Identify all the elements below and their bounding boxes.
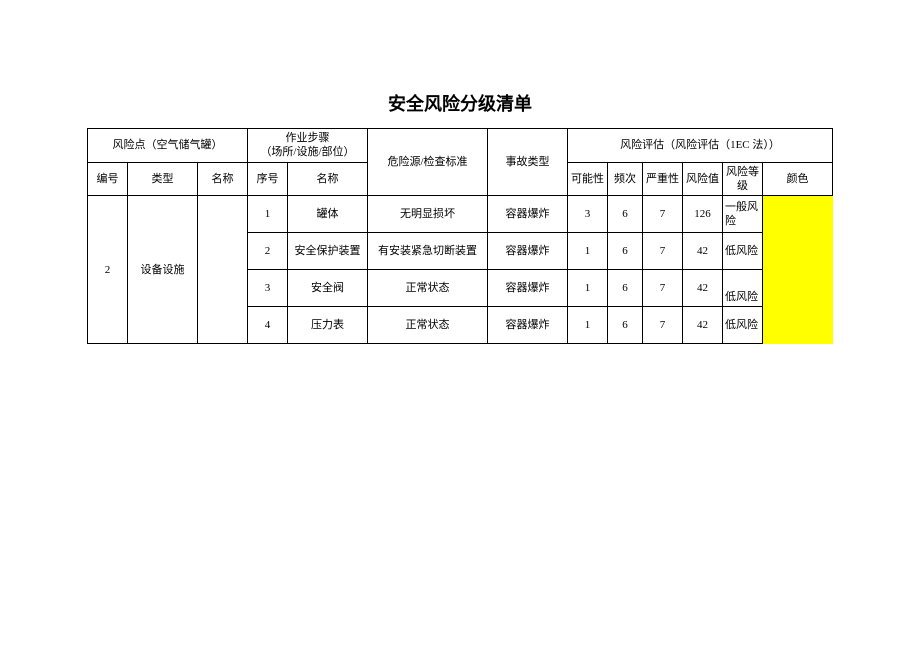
cell-severity: 7 bbox=[643, 196, 683, 233]
table-row: 2 设备设施 1 罐体 无明显损坏 容器爆炸 3 6 7 126 一般风险 bbox=[88, 196, 833, 233]
cell-accident: 容器爆炸 bbox=[488, 307, 568, 344]
cell-hazard: 正常状态 bbox=[368, 270, 488, 307]
th-operation-steps: 作业步骤 （场所/设施/部位） bbox=[248, 129, 368, 163]
cell-possibility: 1 bbox=[568, 270, 608, 307]
cell-step-name: 罐体 bbox=[288, 196, 368, 233]
cell-accident: 容器爆炸 bbox=[488, 233, 568, 270]
th-name: 名称 bbox=[198, 162, 248, 196]
cell-frequency: 6 bbox=[608, 307, 643, 344]
cell-risk-value: 42 bbox=[683, 233, 723, 270]
th-step-name: 名称 bbox=[288, 162, 368, 196]
cell-frequency: 6 bbox=[608, 196, 643, 233]
cell-risk-level: 低风险 bbox=[723, 307, 763, 344]
th-hazard: 危险源/检查标准 bbox=[368, 129, 488, 196]
cell-risk-level: 低风险 bbox=[723, 270, 763, 307]
th-risk-value: 风险值 bbox=[683, 162, 723, 196]
cell-step-name: 压力表 bbox=[288, 307, 368, 344]
cell-accident: 容器爆炸 bbox=[488, 270, 568, 307]
cell-accident: 容器爆炸 bbox=[488, 196, 568, 233]
cell-seq: 4 bbox=[248, 307, 288, 344]
risk-table: 风险点（空气储气罐） 作业步骤 （场所/设施/部位） 危险源/检查标准 事故类型… bbox=[87, 128, 833, 344]
th-risk-level: 风险等级 bbox=[723, 162, 763, 196]
th-risk-assessment: 风险评估（风险评估（1EC 法）） bbox=[568, 129, 833, 163]
cell-hazard: 有安装紧急切断装置 bbox=[368, 233, 488, 270]
cell-risk-level: 一般风险 bbox=[723, 196, 763, 233]
cell-group-no: 2 bbox=[88, 196, 128, 344]
cell-frequency: 6 bbox=[608, 233, 643, 270]
cell-risk-level: 低风险 bbox=[723, 233, 763, 270]
cell-risk-value: 42 bbox=[683, 307, 723, 344]
th-no: 编号 bbox=[88, 162, 128, 196]
cell-risk-value: 42 bbox=[683, 270, 723, 307]
th-type: 类型 bbox=[128, 162, 198, 196]
cell-severity: 7 bbox=[643, 233, 683, 270]
cell-seq: 1 bbox=[248, 196, 288, 233]
cell-frequency: 6 bbox=[608, 270, 643, 307]
th-severity: 严重性 bbox=[643, 162, 683, 196]
cell-hazard: 无明显损坏 bbox=[368, 196, 488, 233]
cell-color bbox=[763, 196, 833, 344]
cell-possibility: 3 bbox=[568, 196, 608, 233]
cell-step-name: 安全阀 bbox=[288, 270, 368, 307]
th-risk-point: 风险点（空气储气罐） bbox=[88, 129, 248, 163]
th-accident: 事故类型 bbox=[488, 129, 568, 196]
cell-severity: 7 bbox=[643, 307, 683, 344]
cell-group-name bbox=[198, 196, 248, 344]
cell-severity: 7 bbox=[643, 270, 683, 307]
header-row-1: 风险点（空气储气罐） 作业步骤 （场所/设施/部位） 危险源/检查标准 事故类型… bbox=[88, 129, 833, 163]
cell-risk-value: 126 bbox=[683, 196, 723, 233]
th-operation-steps-line2: （场所/设施/部位） bbox=[260, 146, 354, 158]
th-possibility: 可能性 bbox=[568, 162, 608, 196]
cell-group-type: 设备设施 bbox=[128, 196, 198, 344]
cell-step-name: 安全保护装置 bbox=[288, 233, 368, 270]
cell-possibility: 1 bbox=[568, 233, 608, 270]
cell-hazard: 正常状态 bbox=[368, 307, 488, 344]
th-seq: 序号 bbox=[248, 162, 288, 196]
cell-seq: 3 bbox=[248, 270, 288, 307]
th-operation-steps-line1: 作业步骤 bbox=[286, 132, 330, 144]
th-color: 颜色 bbox=[763, 162, 833, 196]
cell-possibility: 1 bbox=[568, 307, 608, 344]
page-title: 安全风险分级清单 bbox=[0, 90, 920, 116]
cell-seq: 2 bbox=[248, 233, 288, 270]
th-frequency: 频次 bbox=[608, 162, 643, 196]
